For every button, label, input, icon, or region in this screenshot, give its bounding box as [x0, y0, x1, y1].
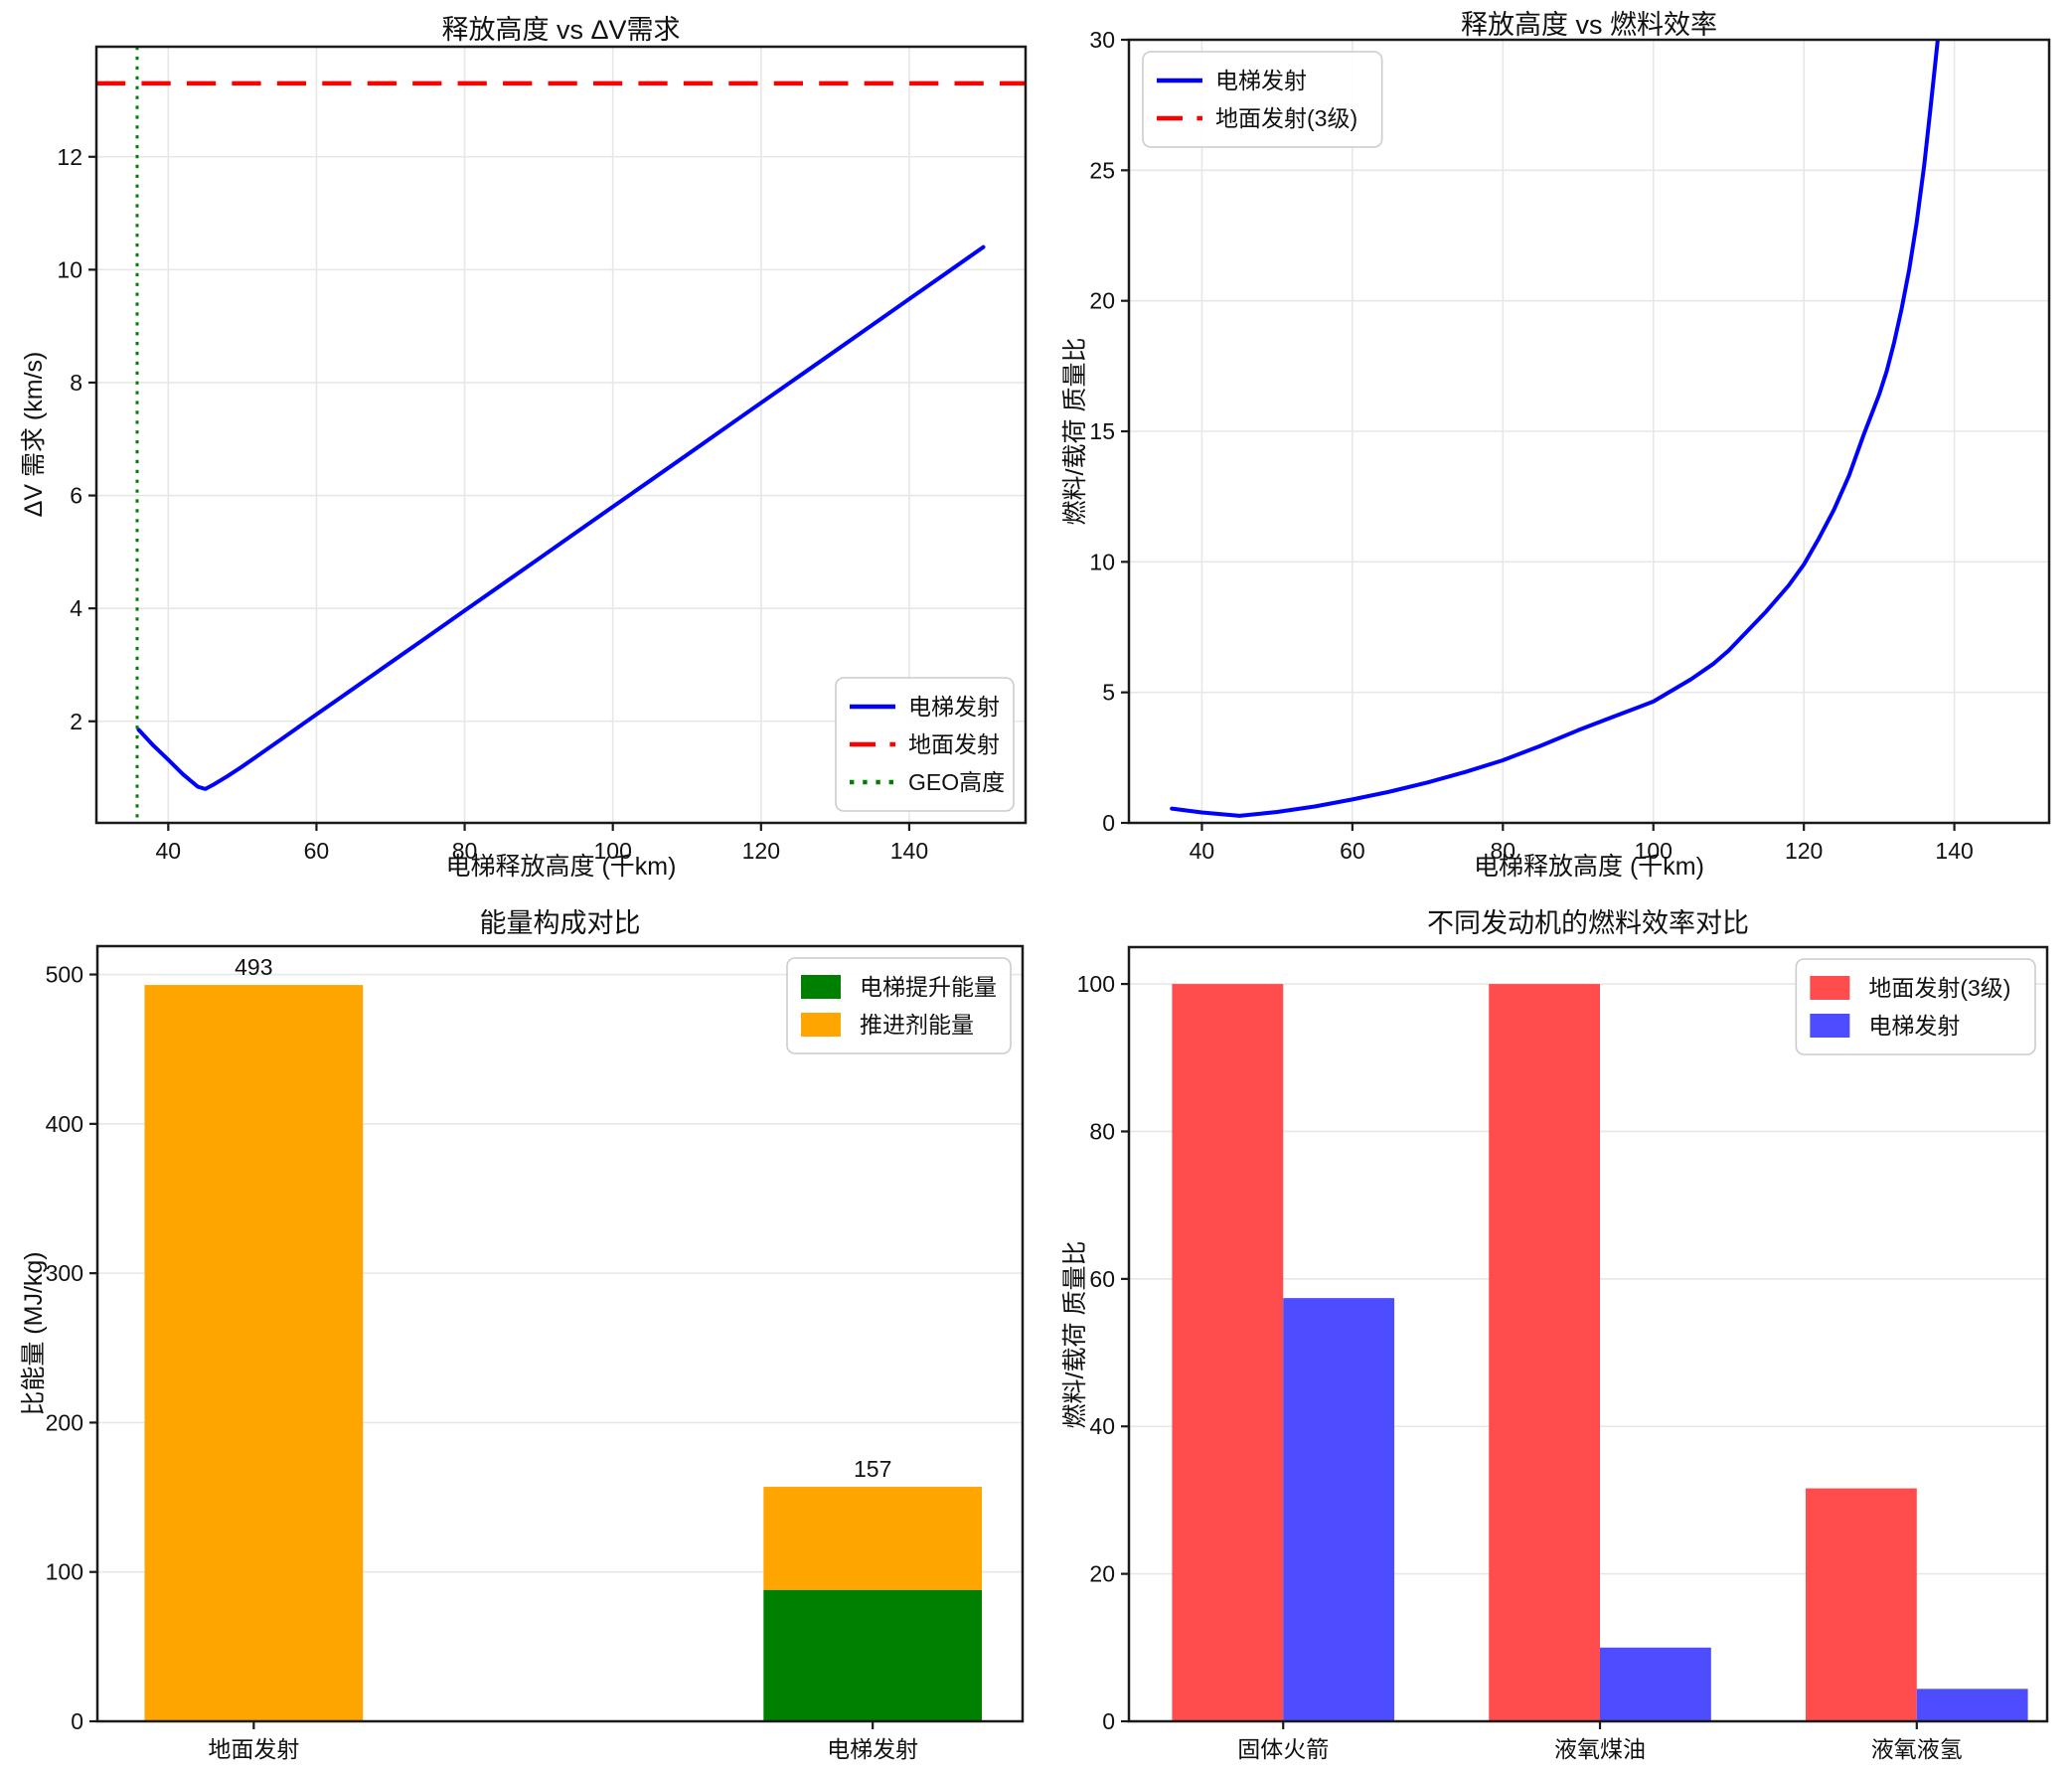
series-layer — [144, 985, 983, 1721]
chart-fuel-efficiency-vs-height: 释放高度 vs 燃料效率 燃料/载荷 质量比 电梯释放高度 (千km) 0 5 10… — [1036, 0, 2072, 886]
series-layer — [96, 47, 1026, 823]
svg-text:60: 60 — [1340, 838, 1365, 864]
bar — [1805, 1488, 1917, 1721]
svg-text:500: 500 — [46, 962, 83, 988]
svg-text:6: 6 — [70, 483, 82, 509]
svg-text:15: 15 — [1089, 418, 1115, 444]
svg-text:140: 140 — [1935, 838, 1973, 864]
svg-text:80: 80 — [1491, 838, 1516, 864]
svg-text:120: 120 — [1785, 838, 1823, 864]
bar — [1600, 1647, 1711, 1721]
svg-text:120: 120 — [742, 838, 780, 864]
series-layer — [1170, 40, 1940, 818]
x-axis-label: 电梯释放高度 (千km) — [1474, 853, 1704, 881]
svg-text:0: 0 — [1102, 810, 1115, 836]
gridlines — [1129, 39, 2049, 824]
svg-text:60: 60 — [1089, 1266, 1115, 1292]
series-layer — [1172, 984, 2028, 1721]
bar — [1172, 984, 1284, 1721]
svg-text:80: 80 — [452, 838, 478, 864]
x-axis-label: 电梯释放高度 (千km) — [445, 853, 677, 881]
bar-segment — [144, 985, 364, 1721]
svg-text:10: 10 — [1089, 549, 1115, 574]
chart-title: 释放高度 vs ΔV需求 — [441, 15, 681, 45]
svg-text:80: 80 — [1089, 1118, 1115, 1144]
category-label: 固体火箭 — [1237, 1736, 1329, 1762]
chart-title: 释放高度 vs 燃料效率 — [1460, 10, 1717, 40]
category-label: 液氧液氢 — [1871, 1736, 1963, 1762]
legend-label: 电梯发射 — [1868, 1013, 1960, 1039]
svg-text:0: 0 — [71, 1708, 83, 1734]
svg-text:20: 20 — [1089, 288, 1115, 314]
svg-text:25: 25 — [1089, 157, 1115, 183]
svg-text:100: 100 — [1077, 971, 1115, 997]
svg-text:40: 40 — [1190, 838, 1215, 864]
legend-label: 地面发射 — [908, 731, 1000, 757]
legend-label: 地面发射(3级) — [1215, 105, 1357, 131]
legend: 地面发射(3级) 电梯发射 — [1795, 958, 2036, 1055]
energy-composition-plot-svg: 493 157 0 100 200 300 400 500 地面发射 电梯发射 电梯提升能量推进剂能… — [46, 944, 1025, 1762]
chart-engine-comparison: 不同发动机的燃料效率对比 燃料/载荷 质量比 0 20 40 60 80 100 固体火箭液… — [1036, 886, 2072, 1772]
legend-label: 地面发射(3级) — [1868, 975, 2010, 1001]
svg-text:0: 0 — [1102, 1708, 1115, 1734]
bar-segment — [763, 1589, 983, 1721]
category-label: 液氧煤油 — [1554, 1736, 1646, 1762]
svg-text:60: 60 — [304, 838, 330, 864]
svg-text:400: 400 — [46, 1111, 83, 1137]
svg-text:2: 2 — [70, 709, 82, 734]
bar-value-label: 157 — [854, 1456, 891, 1482]
tick-labels: 0 20 40 60 80 100 固体火箭 液氧煤油 液氧液氢 — [1077, 971, 1963, 1762]
legend-label: GEO高度 — [908, 769, 1005, 795]
category-label: 电梯发射 — [827, 1736, 918, 1762]
chart-title: 不同发动机的燃料效率对比 — [1427, 908, 1749, 938]
legend-label: 电梯提升能量 — [860, 974, 997, 1000]
svg-text:200: 200 — [46, 1409, 83, 1435]
svg-text:140: 140 — [890, 838, 928, 864]
svg-text:30: 30 — [1089, 27, 1115, 53]
svg-text:12: 12 — [57, 144, 82, 170]
legend-label: 推进剂能量 — [860, 1012, 974, 1038]
chart-title: 能量构成对比 — [479, 908, 641, 938]
svg-text:100: 100 — [1635, 838, 1673, 864]
svg-text:8: 8 — [70, 370, 82, 396]
chart-dv-vs-height: 释放高度 vs ΔV需求 ΔV 需求 (km/s) 电梯释放高度 (千km) 2… — [0, 0, 1036, 886]
legend-label: 电梯发射 — [1215, 68, 1307, 93]
chart-energy-composition: 能量构成对比 比能量 (MJ/kg) 493 157 0 100 200 300 400 50… — [0, 886, 1036, 1772]
bar — [1489, 984, 1601, 1721]
svg-text:20: 20 — [1089, 1561, 1115, 1587]
bar — [1283, 1298, 1395, 1721]
svg-text:5: 5 — [1102, 680, 1115, 706]
legend-label: 电梯发射 — [908, 694, 1000, 720]
svg-text:100: 100 — [46, 1559, 83, 1585]
tick-labels: 0 5 10 15 20 25 30 40 60 80 100 120 140 — [1089, 27, 1973, 864]
tick-labels: 0 100 200 300 400 500 地面发射 电梯发射 — [46, 962, 919, 1762]
tick-labels: 2 4 6 8 10 12 40 60 80 100 120 140 — [57, 144, 928, 864]
gridlines — [96, 47, 1026, 823]
svg-text:10: 10 — [57, 256, 82, 282]
category-label: 地面发射 — [208, 1736, 299, 1762]
bar-segment — [763, 1487, 983, 1590]
svg-text:40: 40 — [1089, 1413, 1115, 1439]
svg-text:40: 40 — [156, 838, 182, 864]
engine-comparison-plot-svg: 0 20 40 60 80 100 固体火箭 液氧煤油 液氧液氢 地面发射(3级) 电梯发射 — [1077, 945, 2049, 1762]
bar — [1916, 1689, 2028, 1721]
svg-text:100: 100 — [594, 838, 632, 864]
bar-value-label: 493 — [235, 954, 272, 980]
svg-text:300: 300 — [46, 1260, 83, 1286]
svg-text:4: 4 — [70, 595, 82, 621]
